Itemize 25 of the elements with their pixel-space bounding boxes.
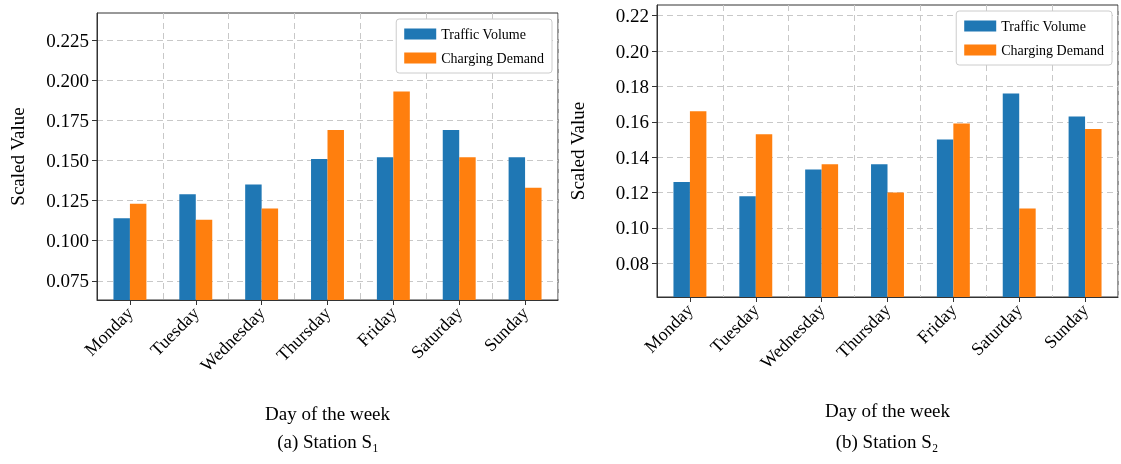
y-tick-label: 0.12 <box>615 182 649 204</box>
y-tick-label: 0.175 <box>46 109 89 131</box>
y-axis-title: Scaled Value <box>567 101 588 201</box>
legend-label: Traffic Volume <box>441 26 526 42</box>
legend-label: Charging Demand <box>1001 42 1104 58</box>
y-tick-label: 0.22 <box>615 5 649 27</box>
y-axis-title: Scaled Value <box>7 107 28 206</box>
legend-label: Charging Demand <box>441 50 544 66</box>
text: (a) Station S₁ <box>277 431 379 453</box>
y-tick-label: 0.075 <box>46 270 89 292</box>
y-tick-label: 0.200 <box>46 69 89 91</box>
y-tick-label: 0.18 <box>615 75 649 97</box>
y-tick-label: 0.08 <box>615 252 649 274</box>
y-tick-label: 0.10 <box>615 217 649 239</box>
y-tick-label: 0.125 <box>46 190 89 212</box>
y-tick-label: 0.100 <box>46 230 89 252</box>
x-axis-title: Day of the week <box>824 400 951 421</box>
x-axis-title: Day of the week <box>264 403 391 424</box>
text: (b) Station S₂ <box>835 431 939 453</box>
y-tick-label: 0.150 <box>46 150 89 172</box>
y-tick-label: 0.225 <box>46 29 89 51</box>
y-tick-label: 0.20 <box>615 40 649 62</box>
y-tick-label: 0.16 <box>615 111 649 133</box>
y-tick-label: 0.14 <box>615 146 650 168</box>
legend-label: Traffic Volume <box>1001 18 1086 34</box>
